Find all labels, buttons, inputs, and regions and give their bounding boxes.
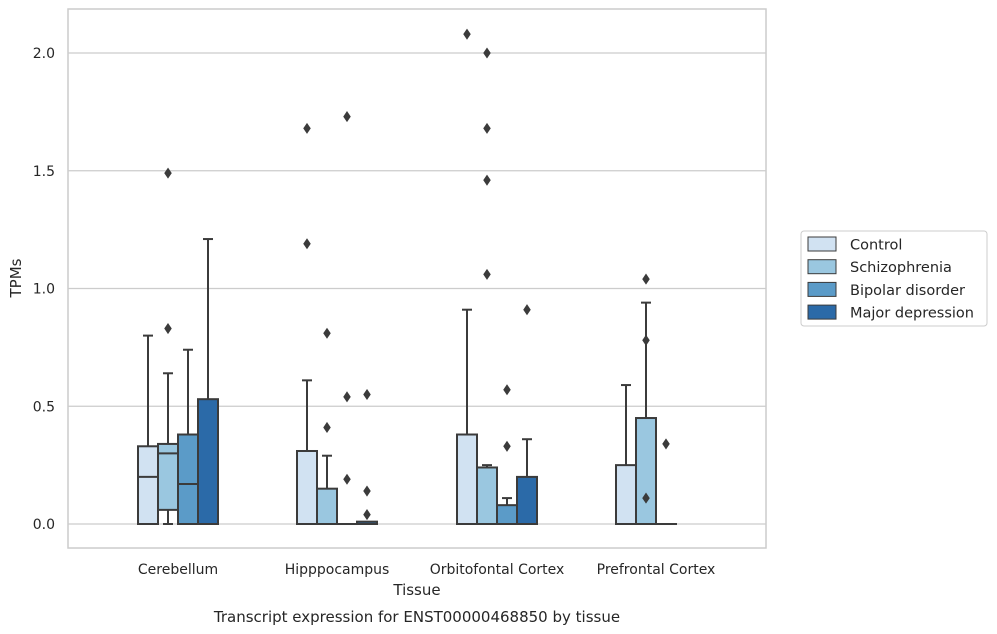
box-group <box>296 122 318 525</box>
outlier-point <box>363 485 371 497</box>
box-body <box>456 433 478 526</box>
outlier-point <box>463 28 471 40</box>
box-group <box>197 238 219 525</box>
outlier-point <box>483 174 491 186</box>
box-group <box>655 438 677 526</box>
legend-swatch <box>807 259 837 275</box>
legend-label: Major depression <box>850 306 974 322</box>
outlier-point <box>164 167 172 179</box>
box-group <box>356 388 378 526</box>
box-body <box>496 504 518 526</box>
box-group <box>316 327 338 525</box>
x-axis-title: Tissue <box>392 581 440 599</box>
x-tick-label: Prefrontal Cortex <box>597 562 716 578</box>
box-body <box>296 449 318 525</box>
box-body <box>316 487 338 525</box>
outlier-point <box>662 438 670 450</box>
chart-caption: Transcript expression for ENST0000046885… <box>213 608 620 626</box>
legend-swatch <box>807 281 837 297</box>
box-layer <box>137 28 677 526</box>
y-tick-label: 0.5 <box>33 399 55 415</box>
box-body <box>137 445 159 525</box>
box-body <box>615 464 637 525</box>
outlier-point <box>642 273 650 285</box>
box-group <box>516 304 538 525</box>
box-group <box>635 273 657 525</box>
y-tick-label: 2.0 <box>33 46 55 62</box>
outlier-point <box>303 122 311 134</box>
y-tick-label: 0.0 <box>33 517 55 533</box>
x-tick-labels: Cerebellum Hipppocampus Orbitofontal Corte… <box>138 562 715 578</box>
box-group <box>456 28 478 526</box>
outlier-point <box>523 304 531 316</box>
y-tick-label: 1.0 <box>33 282 55 298</box>
x-tick-label: Cerebellum <box>138 562 218 578</box>
outlier-point <box>503 384 511 396</box>
box-group <box>476 47 498 526</box>
outlier-point <box>323 421 331 433</box>
box-group <box>336 111 358 526</box>
y-tick-label: 1.5 <box>33 164 55 180</box>
y-tick-labels: 0.0 0.5 1.0 1.5 2.0 <box>33 46 55 533</box>
plot-frame <box>67 8 767 549</box>
legend-label: Control <box>850 238 902 254</box>
box-body <box>476 466 498 526</box>
outlier-point <box>164 323 172 335</box>
outlier-point <box>483 122 491 134</box>
box-body <box>197 398 219 525</box>
box-group <box>157 167 179 525</box>
x-tick-label: Hipppocampus <box>285 562 390 578</box>
outlier-point <box>642 334 650 346</box>
outlier-point <box>343 391 351 403</box>
box-body <box>516 475 538 525</box>
outlier-point <box>483 47 491 59</box>
outlier-point <box>363 388 371 401</box>
outlier-point <box>363 509 371 521</box>
box-body <box>177 433 199 526</box>
legend-swatch <box>807 304 837 320</box>
outlier-point <box>303 238 311 250</box>
outlier-point <box>483 268 491 280</box>
outlier-point <box>503 440 511 452</box>
box-body <box>635 417 657 525</box>
outlier-point <box>343 473 351 485</box>
x-tick-label: Orbitofontal Cortex <box>430 562 565 578</box>
legend-label: Bipolar disorder <box>850 283 965 299</box>
legend-label: Schizophrenia <box>850 260 952 276</box>
legend-frame <box>800 230 988 327</box>
outlier-point <box>343 111 351 123</box>
legend: Control Schizophrenia Bipolar disorder Majo… <box>800 230 988 327</box>
legend-swatch <box>807 236 837 252</box>
outlier-point <box>642 492 650 504</box>
outlier-point <box>323 327 331 339</box>
y-axis-title: TPMs <box>7 258 25 298</box>
